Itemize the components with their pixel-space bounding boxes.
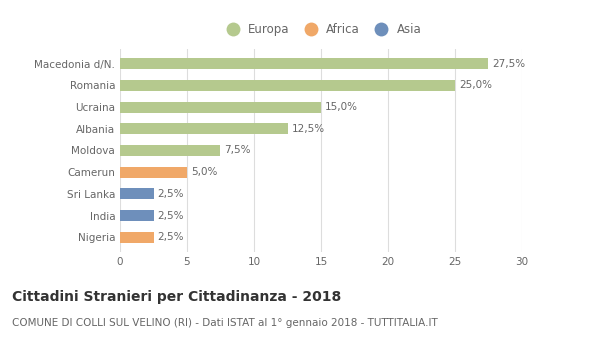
Bar bbox=[120, 232, 154, 243]
Text: 15,0%: 15,0% bbox=[325, 102, 358, 112]
Text: 5,0%: 5,0% bbox=[191, 167, 217, 177]
Text: 7,5%: 7,5% bbox=[224, 146, 251, 155]
Bar bbox=[120, 102, 321, 112]
Text: COMUNE DI COLLI SUL VELINO (RI) - Dati ISTAT al 1° gennaio 2018 - TUTTITALIA.IT: COMUNE DI COLLI SUL VELINO (RI) - Dati I… bbox=[12, 318, 438, 329]
Bar bbox=[120, 123, 287, 134]
Bar bbox=[120, 210, 154, 221]
Text: 2,5%: 2,5% bbox=[158, 189, 184, 199]
Bar bbox=[120, 58, 488, 69]
Text: Cittadini Stranieri per Cittadinanza - 2018: Cittadini Stranieri per Cittadinanza - 2… bbox=[12, 290, 341, 304]
Text: 12,5%: 12,5% bbox=[292, 124, 325, 134]
Text: 2,5%: 2,5% bbox=[158, 232, 184, 242]
Legend: Europa, Africa, Asia: Europa, Africa, Asia bbox=[216, 18, 426, 41]
Bar bbox=[120, 167, 187, 178]
Bar bbox=[120, 80, 455, 91]
Bar bbox=[120, 189, 154, 199]
Text: 2,5%: 2,5% bbox=[158, 211, 184, 220]
Bar bbox=[120, 145, 221, 156]
Text: 27,5%: 27,5% bbox=[493, 59, 526, 69]
Text: 25,0%: 25,0% bbox=[459, 80, 492, 90]
